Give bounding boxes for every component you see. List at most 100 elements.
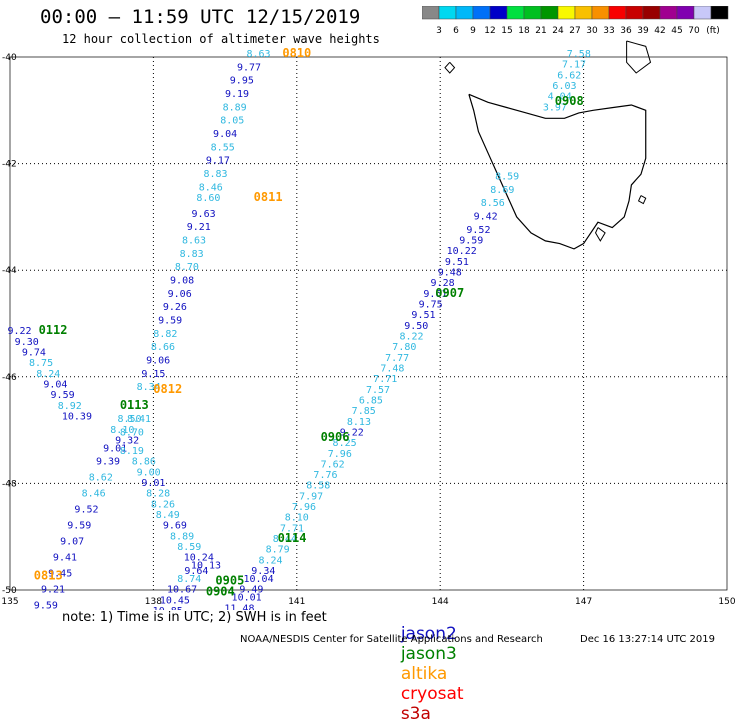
color-scale-label: 45: [671, 26, 682, 36]
wave-height-value: 8.69: [490, 185, 514, 196]
wave-height-value: 9.01: [141, 478, 165, 489]
color-scale-label: 3: [436, 26, 442, 36]
wave-height-value: 9.59: [67, 521, 91, 532]
wave-height-value: 8.55: [211, 142, 235, 153]
longitude-tick-label: 138: [145, 597, 162, 607]
color-scale-label: 33: [603, 26, 614, 36]
legend-altika: altika: [400, 664, 448, 684]
wave-height-value: 9.00: [137, 467, 161, 478]
wave-height-value: 9.21: [187, 222, 211, 233]
wave-height-value: 8.24: [36, 369, 60, 380]
latitude-tick-label: -46: [2, 373, 17, 383]
wave-height-value: 7.77: [385, 353, 409, 364]
wave-height-value: 9.74: [22, 347, 46, 358]
wave-height-value: 8.82: [153, 329, 177, 340]
longitude-tick-label: 141: [288, 597, 305, 607]
wave-height-value: 8.58: [306, 481, 330, 492]
wave-height-value: 9.52: [466, 225, 490, 236]
color-scale-label: (ft): [706, 26, 720, 36]
wave-height-value: 8.79: [266, 545, 290, 556]
wave-height-value: 8.19: [120, 446, 144, 457]
pass-time-label: 0904: [206, 584, 235, 598]
wave-height-value: 9.06: [168, 289, 192, 300]
island-outline: [444, 61, 456, 74]
wave-height-value: 8.28: [146, 489, 170, 500]
wave-height-value: 9.75: [419, 300, 443, 311]
wave-height-value: 8.83: [203, 169, 227, 180]
wave-height-value: 8.70: [175, 262, 199, 273]
pass-time-label: 0906: [321, 430, 350, 444]
wave-height-value: 8.05: [220, 116, 244, 127]
wave-height-value: 8.59: [495, 172, 519, 183]
wave-height-value: 9.26: [163, 302, 187, 313]
color-scale-label: 30: [586, 26, 598, 36]
pass-time-label: 0812: [153, 382, 182, 396]
wave-height-value: 7.85: [352, 406, 376, 417]
pass-time-label: 0114: [278, 531, 307, 545]
footnote: note: 1) Time is in UTC; 2) SWH is in fe…: [62, 610, 327, 625]
map-title: 00:00 – 11:59 UTC 12/15/2019: [40, 6, 361, 28]
wave-height-value: 8.92: [58, 401, 82, 412]
wave-height-value: 7.96: [292, 502, 316, 513]
wave-height-value: 7.76: [313, 470, 337, 481]
legend-cryosat: cryosat: [400, 684, 464, 704]
color-scale-label: 21: [535, 26, 546, 36]
wave-height-value: 8.22: [399, 331, 423, 342]
wave-height-value: 8.63: [247, 49, 271, 60]
wave-height-value: 9.17: [206, 156, 230, 167]
wave-height-value: 8.25: [333, 438, 357, 449]
wave-height-value: 8.10: [110, 425, 134, 436]
wave-height-value: 10.01: [232, 593, 262, 604]
wave-height-value: 9.07: [60, 537, 84, 548]
wave-height-value: 8.83: [180, 249, 204, 260]
color-scale-label: 39: [637, 26, 649, 36]
pass-time-label: 0112: [39, 323, 68, 337]
wave-height-value: 8.49: [156, 510, 180, 521]
wave-height-value: 8.26: [151, 499, 175, 510]
wave-height-value: 9.34: [251, 566, 275, 577]
wave-height-value: 7.97: [299, 491, 323, 502]
color-scale-label: 70: [688, 26, 700, 36]
latitude-tick-label: -44: [2, 266, 17, 276]
wave-height-value: 10.13: [191, 561, 221, 572]
wave-height-value: 10.67: [167, 585, 197, 596]
wave-height-value: 9.59: [34, 601, 58, 610]
altimeter-map: 135 138 141 144 147 150 -40 -42 -44 -46 -48 -50 8.63…: [1, 40, 736, 610]
wave-height-value: 8.56: [481, 198, 505, 209]
color-scale-label: 24: [552, 26, 564, 36]
pass-time-label: 0113: [120, 398, 149, 412]
wave-height-value: 9.77: [237, 62, 261, 73]
wave-height-value: 8.46: [199, 182, 223, 193]
color-scale-label: 6: [453, 26, 459, 36]
longitude-tick-label: 150: [718, 597, 735, 607]
latitude-tick-label: -42: [2, 160, 17, 170]
wave-height-value: 9.51: [445, 257, 469, 268]
color-scale-label: 18: [518, 26, 530, 36]
wave-height-value: 11.48: [224, 603, 254, 610]
wave-height-value: 9.49: [239, 585, 263, 596]
map-subtitle: 12 hour collection of altimeter wave hei…: [62, 32, 380, 46]
wave-height-value: 9.04: [43, 379, 67, 390]
wave-height-value: 9.22: [8, 326, 32, 337]
wave-height-value: 8.63: [182, 236, 206, 247]
pass-time-label: 0813: [34, 568, 63, 582]
wave-height-value: 7.62: [321, 459, 345, 470]
pass-time-label: 0907: [435, 286, 464, 300]
wave-height-value: 9.39: [96, 457, 120, 468]
color-scale-label: 12: [484, 26, 495, 36]
wave-height-value: 9.50: [404, 321, 428, 332]
wave-height-value: 8.10: [285, 513, 309, 524]
wave-height-value: 4.04: [548, 92, 572, 103]
island-outline: [594, 227, 606, 242]
color-scale-bar: 3 6 9 12 15 18 21 24 27 30 33 36 39 42 45 70 (ft): [422, 6, 729, 36]
wave-height-value: 9.45: [48, 569, 72, 580]
wave-height-value: 9.95: [230, 76, 254, 87]
color-scale-label: 36: [620, 26, 632, 36]
wave-height-value: 8.41: [127, 414, 151, 425]
wave-height-value: 8.24: [258, 555, 282, 566]
wave-height-value: 7.57: [366, 385, 390, 396]
wave-height-value: 9.04: [213, 129, 237, 140]
wave-height-value: 6.03: [552, 81, 576, 92]
wave-height-value: 8.74: [177, 574, 201, 585]
wave-height-value: 6.85: [359, 395, 383, 406]
